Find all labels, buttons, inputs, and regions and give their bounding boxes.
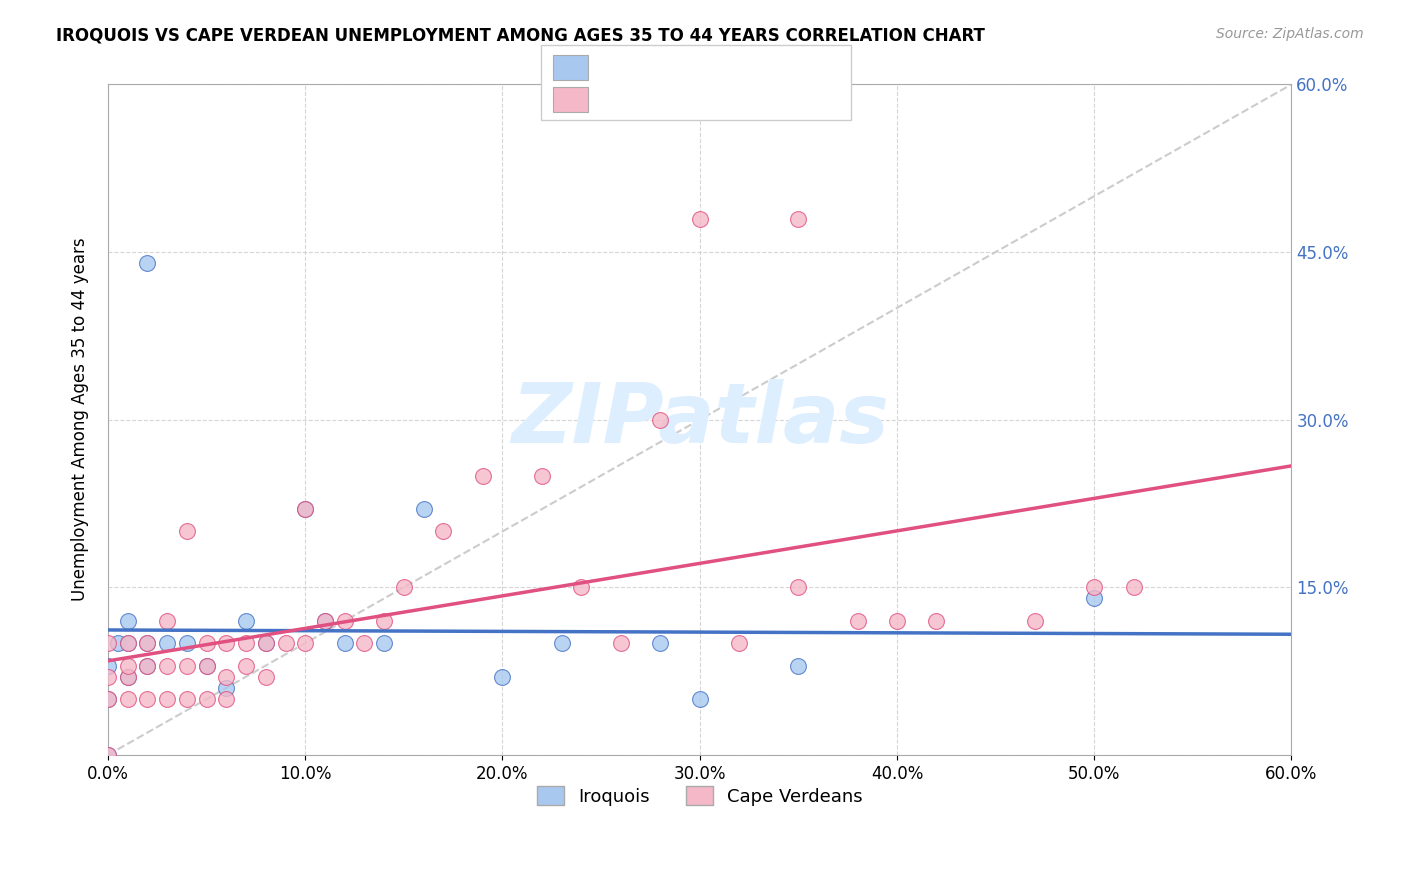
Point — [846, 614, 869, 628]
Point — [689, 692, 711, 706]
Point — [689, 211, 711, 226]
Point — [97, 636, 120, 650]
Point — [650, 412, 672, 426]
Point — [392, 580, 415, 594]
Point — [1122, 580, 1144, 594]
Point — [530, 468, 553, 483]
Point — [117, 658, 139, 673]
Point — [117, 670, 139, 684]
Point — [107, 636, 129, 650]
Point — [136, 636, 159, 650]
Point — [136, 692, 159, 706]
Point — [254, 636, 277, 650]
Point — [294, 502, 316, 516]
Point — [117, 614, 139, 628]
Point — [610, 636, 633, 650]
Text: 27: 27 — [749, 59, 775, 77]
Point — [294, 636, 316, 650]
Point — [787, 211, 810, 226]
Text: ZIPatlas: ZIPatlas — [510, 379, 889, 460]
Point — [117, 636, 139, 650]
Point — [650, 636, 672, 650]
Point — [235, 614, 257, 628]
Point — [432, 524, 454, 539]
Point — [195, 658, 218, 673]
Point — [97, 747, 120, 762]
Point — [1083, 580, 1105, 594]
Point — [333, 636, 356, 650]
Point — [373, 636, 395, 650]
Point — [195, 636, 218, 650]
Text: R =: R = — [598, 92, 637, 110]
Point — [215, 681, 238, 695]
Point — [1024, 614, 1046, 628]
Point — [550, 636, 572, 650]
Point — [156, 658, 179, 673]
Point — [136, 256, 159, 270]
Point — [215, 692, 238, 706]
Point — [176, 636, 198, 650]
Point — [235, 658, 257, 673]
Point — [254, 670, 277, 684]
Point — [156, 614, 179, 628]
Point — [333, 614, 356, 628]
Point — [294, 502, 316, 516]
Text: R =: R = — [598, 59, 637, 77]
Point — [215, 670, 238, 684]
Point — [274, 636, 297, 650]
Text: 51: 51 — [749, 92, 775, 110]
Point — [353, 636, 375, 650]
Point — [314, 614, 336, 628]
Point — [886, 614, 908, 628]
Text: IROQUOIS VS CAPE VERDEAN UNEMPLOYMENT AMONG AGES 35 TO 44 YEARS CORRELATION CHAR: IROQUOIS VS CAPE VERDEAN UNEMPLOYMENT AM… — [56, 27, 986, 45]
Point — [491, 670, 513, 684]
Point — [925, 614, 948, 628]
Point — [117, 636, 139, 650]
Point — [156, 636, 179, 650]
Point — [235, 636, 257, 650]
Point — [97, 747, 120, 762]
Point — [787, 658, 810, 673]
Point — [117, 692, 139, 706]
Point — [176, 524, 198, 539]
Text: 0.130: 0.130 — [640, 59, 696, 77]
Point — [97, 670, 120, 684]
Point — [136, 636, 159, 650]
Point — [176, 692, 198, 706]
Point — [1083, 591, 1105, 606]
Point — [97, 692, 120, 706]
Point — [314, 614, 336, 628]
Point — [254, 636, 277, 650]
Legend: Iroquois, Cape Verdeans: Iroquois, Cape Verdeans — [529, 779, 870, 813]
Point — [728, 636, 751, 650]
Text: N =: N = — [693, 92, 745, 110]
Point — [412, 502, 434, 516]
Point — [215, 636, 238, 650]
Point — [97, 692, 120, 706]
Point — [195, 658, 218, 673]
Point — [117, 670, 139, 684]
Point — [569, 580, 592, 594]
Y-axis label: Unemployment Among Ages 35 to 44 years: Unemployment Among Ages 35 to 44 years — [72, 238, 89, 601]
Text: N =: N = — [693, 59, 745, 77]
Text: 0.679: 0.679 — [640, 92, 696, 110]
Point — [373, 614, 395, 628]
Text: Source: ZipAtlas.com: Source: ZipAtlas.com — [1216, 27, 1364, 41]
Point — [787, 580, 810, 594]
Point — [97, 658, 120, 673]
Point — [136, 658, 159, 673]
Point — [195, 692, 218, 706]
Point — [156, 692, 179, 706]
Point — [136, 658, 159, 673]
Point — [471, 468, 494, 483]
Point — [176, 658, 198, 673]
